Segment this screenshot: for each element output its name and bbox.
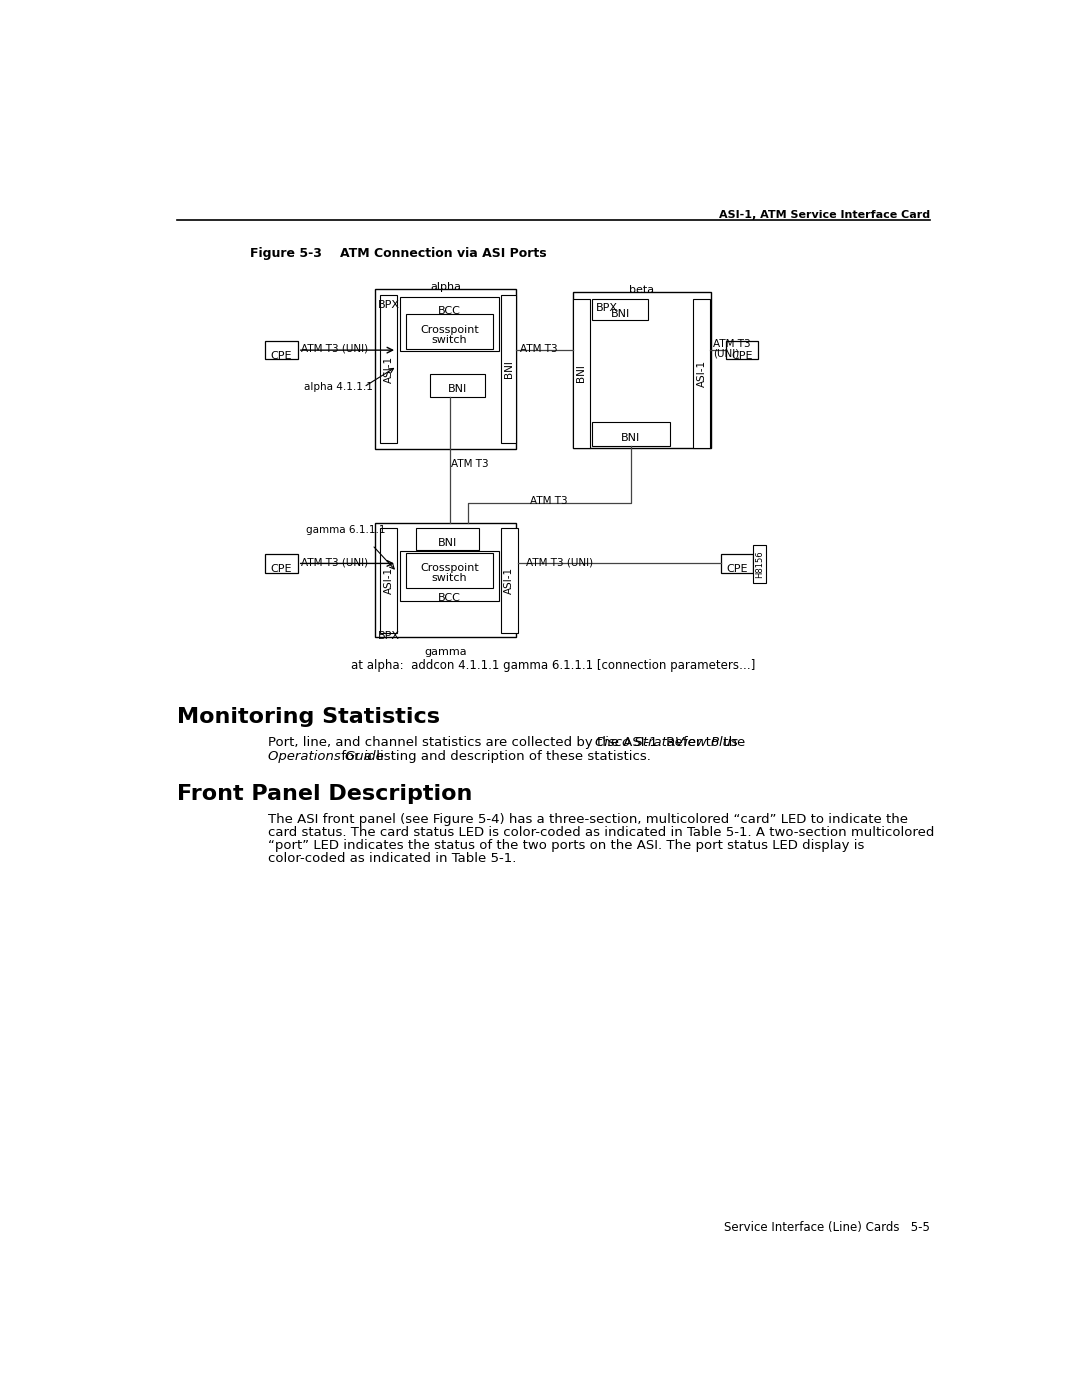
Text: Cisco StrataView Plus: Cisco StrataView Plus <box>595 736 738 749</box>
Bar <box>266 341 298 359</box>
Text: Port, line, and channel statistics are collected by the ASI-1. Refer to the: Port, line, and channel statistics are c… <box>268 736 750 749</box>
Text: BPX: BPX <box>596 303 618 313</box>
Text: ATM T3: ATM T3 <box>713 339 751 349</box>
Text: ASI-1, ATM Service Interface Card: ASI-1, ATM Service Interface Card <box>719 210 930 219</box>
Text: alpha: alpha <box>430 282 461 292</box>
Bar <box>721 555 754 573</box>
Text: at alpha:  addcon 4.1.1.1 gamma 6.1.1.1 [connection parameters…]: at alpha: addcon 4.1.1.1 gamma 6.1.1.1 [… <box>351 659 756 672</box>
Text: ASI-1: ASI-1 <box>383 567 393 594</box>
Text: Monitoring Statistics: Monitoring Statistics <box>177 707 440 726</box>
Text: BPX: BPX <box>378 631 401 641</box>
Bar <box>380 528 397 633</box>
Text: BNI: BNI <box>503 360 514 379</box>
Text: switch: switch <box>432 335 468 345</box>
Bar <box>380 295 397 443</box>
Text: CPE: CPE <box>271 351 293 360</box>
Text: BPX: BPX <box>378 300 401 310</box>
Text: color-coded as indicated in Table 5-1.: color-coded as indicated in Table 5-1. <box>268 852 516 865</box>
Text: BNI: BNI <box>437 538 457 548</box>
Bar <box>572 292 711 448</box>
Text: BCC: BCC <box>438 594 461 604</box>
Bar <box>572 299 590 448</box>
Bar <box>501 295 516 443</box>
Text: Service Interface (Line) Cards   5-5: Service Interface (Line) Cards 5-5 <box>725 1221 930 1234</box>
Text: BNI: BNI <box>577 365 586 383</box>
Bar <box>416 528 480 549</box>
Text: BNI: BNI <box>610 309 630 319</box>
Text: ATM T3 (UNI): ATM T3 (UNI) <box>526 557 593 567</box>
Text: CPE: CPE <box>271 564 293 574</box>
Text: ASI-1: ASI-1 <box>697 359 706 387</box>
Text: ATM T3 (UNI): ATM T3 (UNI) <box>301 344 368 353</box>
Bar <box>406 314 494 349</box>
Text: CPE: CPE <box>727 564 748 574</box>
Text: Front Panel Description: Front Panel Description <box>177 784 472 803</box>
Bar <box>266 555 298 573</box>
Text: card status. The card status LED is color-coded as indicated in Table 5-1. A two: card status. The card status LED is colo… <box>268 826 934 840</box>
Text: ATM Connection via ASI Ports: ATM Connection via ASI Ports <box>340 247 546 260</box>
Text: switch: switch <box>432 573 468 584</box>
Bar <box>375 289 516 450</box>
Text: BCC: BCC <box>438 306 461 316</box>
Bar <box>754 545 766 584</box>
Text: Crosspoint: Crosspoint <box>420 563 480 573</box>
Text: gamma 6.1.1.1: gamma 6.1.1.1 <box>306 525 384 535</box>
Text: ATM T3: ATM T3 <box>521 344 557 353</box>
Bar <box>406 553 494 588</box>
Text: BNI: BNI <box>448 384 467 394</box>
Text: Operations Guide: Operations Guide <box>268 750 384 763</box>
Bar <box>501 528 517 633</box>
Text: BNI: BNI <box>621 433 640 443</box>
Text: ATM T3: ATM T3 <box>451 458 489 469</box>
Text: for a listing and description of these statistics.: for a listing and description of these s… <box>337 750 651 763</box>
Text: ASI-1: ASI-1 <box>504 567 514 594</box>
Bar <box>400 298 499 351</box>
Text: (UNI): (UNI) <box>713 349 740 359</box>
Bar <box>430 374 485 397</box>
Text: ATM T3: ATM T3 <box>530 496 568 506</box>
Bar <box>400 550 499 601</box>
Bar <box>726 341 758 359</box>
Text: CPE: CPE <box>731 351 753 360</box>
Bar <box>592 299 648 320</box>
Bar <box>375 524 516 637</box>
Text: Crosspoint: Crosspoint <box>420 324 480 335</box>
Text: Port, line, and channel statistics are collected by the ASI-1. Refer to the Cisc: Port, line, and channel statistics are c… <box>268 736 891 749</box>
Text: H8156: H8156 <box>755 550 765 578</box>
Text: gamma: gamma <box>424 647 467 657</box>
Bar <box>693 299 710 448</box>
Text: Figure 5-3: Figure 5-3 <box>249 247 322 260</box>
Bar <box>592 422 670 447</box>
Text: alpha 4.1.1.1: alpha 4.1.1.1 <box>303 381 373 391</box>
Text: ASI-1: ASI-1 <box>383 356 393 383</box>
Text: “port” LED indicates the status of the two ports on the ASI. The port status LED: “port” LED indicates the status of the t… <box>268 840 865 852</box>
Text: beta: beta <box>630 285 654 295</box>
Text: ATM T3 (UNI): ATM T3 (UNI) <box>301 557 368 567</box>
Text: The ASI front panel (see Figure 5-4) has a three-section, multicolored “card” LE: The ASI front panel (see Figure 5-4) has… <box>268 813 908 826</box>
